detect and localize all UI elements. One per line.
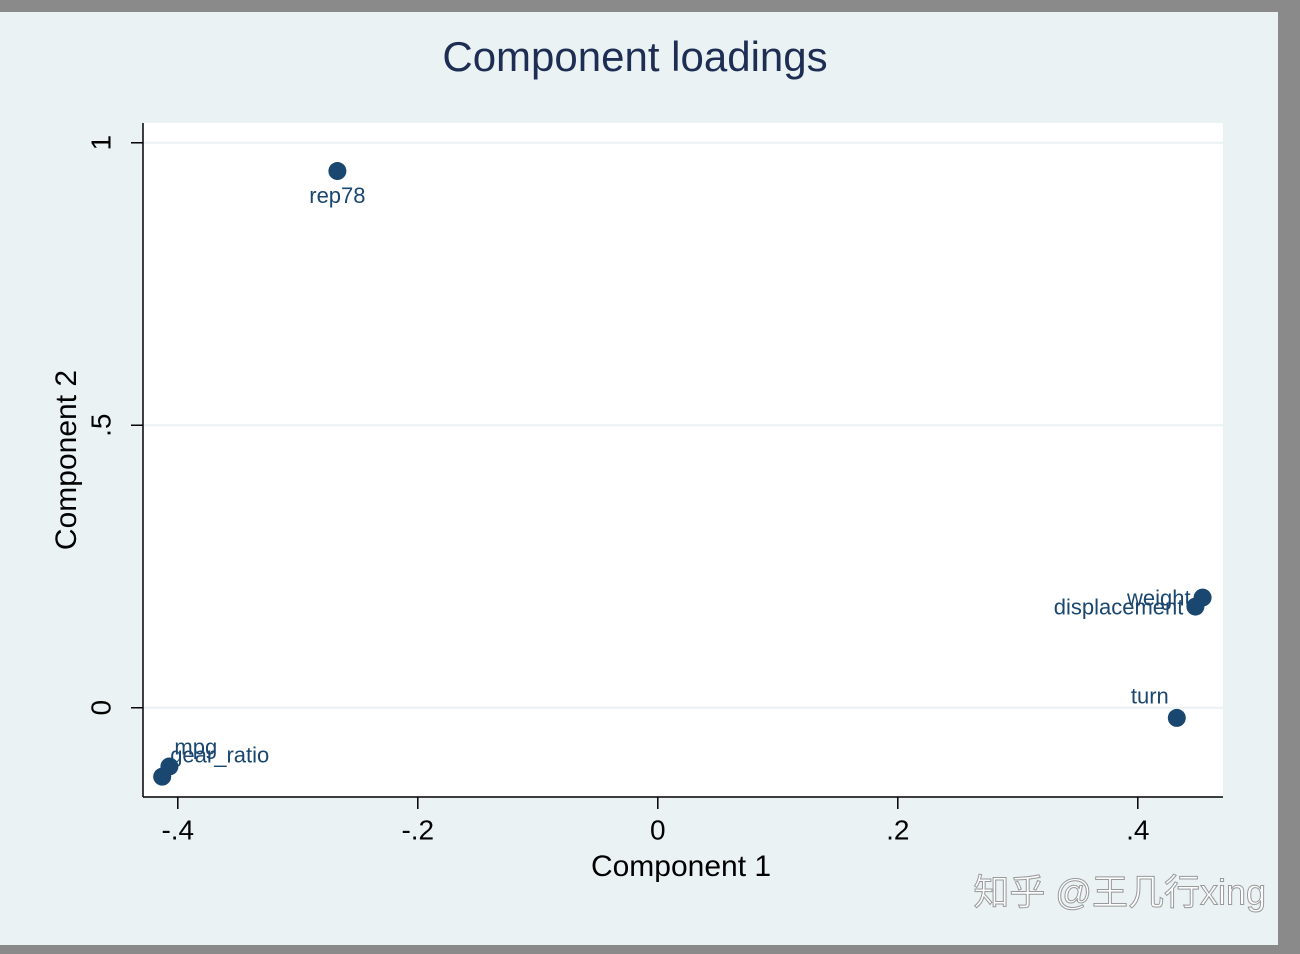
point xyxy=(153,767,172,786)
y-tick-label: 0 xyxy=(85,700,116,716)
x-tick-label: -.4 xyxy=(161,814,194,845)
point-label: displacement xyxy=(1054,594,1184,619)
y-tick-label: .5 xyxy=(85,414,116,437)
point xyxy=(328,162,347,181)
point-label: weight xyxy=(1126,585,1191,610)
point-label: turn xyxy=(1131,684,1169,709)
x-tick-label: -.2 xyxy=(401,814,434,845)
x-tick-label: .2 xyxy=(886,814,909,845)
plot-area xyxy=(143,123,1223,797)
y-tick-label: 1 xyxy=(85,135,116,151)
x-axis-label: Component 1 xyxy=(591,850,771,883)
chart-title: Component loadings xyxy=(442,33,827,80)
point xyxy=(1167,708,1186,727)
point-label: gear_ratio xyxy=(170,742,269,767)
point-label: rep78 xyxy=(309,183,365,208)
watermark: 知乎 @王几行xing xyxy=(973,872,1266,913)
point xyxy=(1186,597,1205,616)
x-tick-label: 0 xyxy=(650,814,666,845)
x-tick-label: .4 xyxy=(1126,814,1149,845)
y-axis-label: Component 2 xyxy=(50,370,83,550)
point-label: mpg xyxy=(174,734,217,759)
